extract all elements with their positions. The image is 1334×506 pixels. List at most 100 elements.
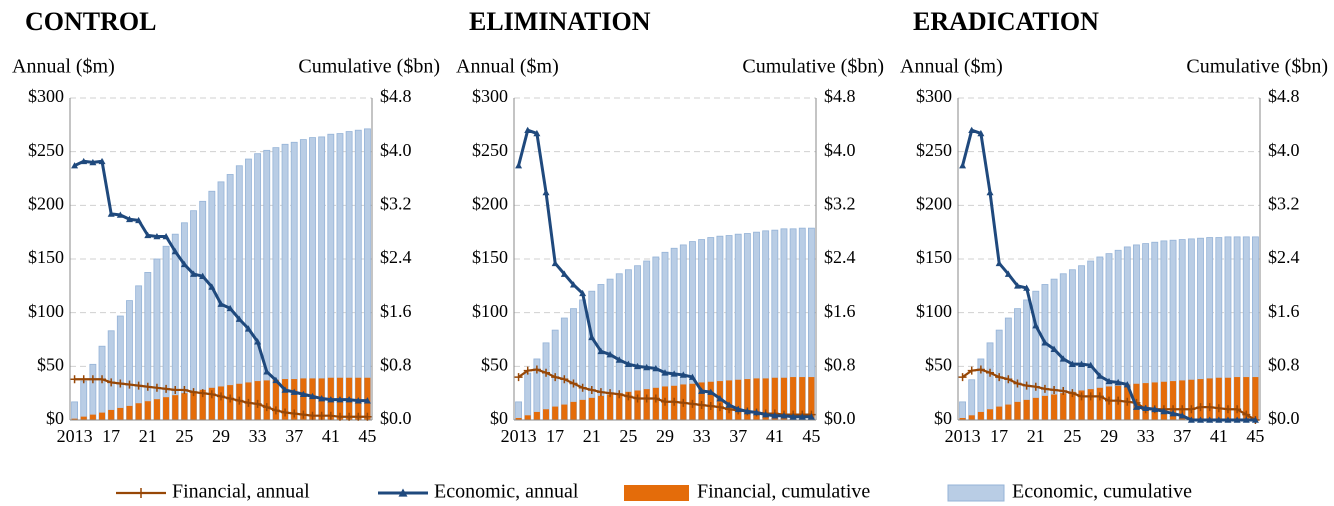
marker (1004, 375, 1013, 384)
bar (977, 411, 984, 420)
bar (1032, 397, 1039, 420)
bar (1206, 378, 1213, 420)
marker (633, 394, 642, 403)
bar (780, 377, 787, 420)
marker (1059, 355, 1067, 362)
marker (326, 411, 335, 420)
marker (180, 260, 188, 268)
marker (523, 366, 532, 375)
x-tick-label: 2013 (57, 426, 93, 446)
bar (254, 153, 262, 421)
bar (235, 165, 243, 421)
bar (968, 415, 975, 420)
x-tick-label: 33 (693, 426, 711, 446)
y2-axis-label: Cumulative ($bn) (742, 56, 884, 78)
y-tick-label: $100 (28, 301, 64, 321)
marker (198, 389, 207, 398)
marker (1013, 379, 1022, 388)
marker (1041, 339, 1049, 346)
y-tick-label: $100 (472, 301, 508, 321)
marker (968, 126, 976, 133)
marker (1151, 405, 1159, 413)
marker (1196, 403, 1205, 412)
x-tick-label: 37 (729, 426, 747, 446)
marker (578, 383, 587, 392)
marker (272, 376, 280, 384)
y-tick-label: $0 (490, 408, 508, 428)
bar (542, 342, 550, 421)
y2-tick-label: $4.0 (1268, 140, 1300, 160)
x-tick-label: 25 (619, 426, 637, 446)
bar (987, 409, 994, 420)
marker (515, 162, 523, 169)
bar (327, 133, 335, 421)
bar (199, 389, 206, 420)
marker (162, 384, 171, 393)
marker (79, 375, 88, 384)
y-tick-label: $250 (28, 140, 64, 160)
marker (190, 270, 198, 277)
marker (135, 216, 143, 224)
marker (551, 259, 559, 267)
y-tick-label: $200 (472, 193, 508, 213)
chart-title: CONTROL (25, 7, 156, 36)
marker (345, 396, 353, 403)
y-tick-label: $300 (28, 86, 64, 106)
marker (1215, 416, 1223, 423)
marker (290, 388, 298, 395)
marker (1233, 405, 1242, 414)
marker (688, 399, 697, 408)
y-tick-label: $200 (28, 193, 64, 213)
marker (354, 412, 363, 421)
x-tick-label: 25 (175, 426, 193, 446)
bar (1041, 395, 1048, 420)
y2-axis-label: Cumulative ($bn) (298, 56, 440, 78)
legend: Financial, annual Economic, annual Financi… (116, 481, 1192, 503)
marker (335, 412, 344, 421)
marker (1032, 322, 1040, 329)
marker (1114, 378, 1122, 386)
marker (1086, 392, 1095, 401)
marker (542, 368, 551, 377)
y2-tick-label: $4.8 (1268, 86, 1300, 106)
bar (1069, 391, 1076, 420)
marker (1242, 416, 1250, 423)
marker (1105, 396, 1113, 405)
y2-tick-label: $0.0 (380, 408, 412, 428)
bar (309, 137, 316, 421)
marker (299, 410, 308, 419)
bar (89, 363, 97, 421)
y-tick-label: $150 (472, 247, 508, 267)
panel: CONTROL Annual ($m) Cumulative ($bn) $0 $50 $… (12, 7, 440, 446)
marker (1132, 403, 1140, 410)
bar (1252, 377, 1259, 420)
marker (532, 365, 541, 374)
bar (726, 380, 733, 420)
marker (263, 368, 271, 375)
marker (579, 289, 587, 297)
bar (162, 245, 170, 421)
y-tick-label: $50 (481, 354, 508, 374)
x-tick-label: 29 (656, 426, 674, 446)
marker (1022, 381, 1031, 390)
marker (642, 394, 651, 403)
bar (345, 131, 353, 421)
bar (625, 391, 632, 420)
panel: ELIMINATION Annual ($m) Cumulative ($bn) $0… (456, 7, 884, 446)
bar (533, 411, 540, 420)
y2-tick-label: $4.0 (380, 140, 412, 160)
x-tick-label: 25 (1063, 426, 1081, 446)
x-tick-label: 2013 (945, 426, 981, 446)
bar (652, 387, 659, 420)
marker (762, 411, 770, 418)
marker (327, 396, 335, 403)
marker (725, 401, 733, 408)
marker (661, 397, 669, 406)
legend-label: Economic, annual (434, 481, 579, 503)
marker (88, 375, 97, 384)
marker (1004, 270, 1012, 277)
marker (624, 360, 632, 367)
marker (162, 232, 170, 240)
bar (515, 401, 522, 421)
marker (70, 375, 79, 384)
